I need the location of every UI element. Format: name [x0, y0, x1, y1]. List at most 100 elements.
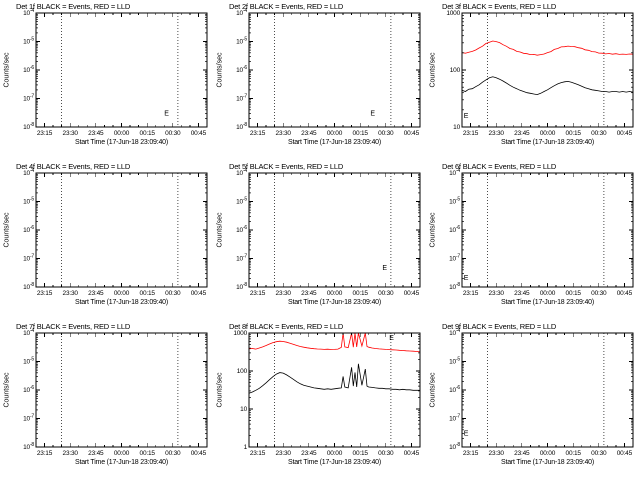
y-tick-label: 10-8: [23, 442, 34, 451]
y-tick-label: 10-5: [236, 197, 247, 206]
x-axis-label: Start Time (17-Jun-18 23:09:40): [287, 459, 382, 466]
x-tick-label: 00:45: [191, 290, 207, 297]
y-axis-label: Counts/sec: [429, 52, 437, 88]
plot-area-det-7f: 23:15 23:30 23:45 00:00 00:15 00:30 00:45 10-4 1…: [23, 328, 208, 457]
y-tick-label: 10-7: [449, 414, 460, 423]
x-tick-label: 23:45: [301, 130, 317, 137]
x-tick-label: 00:15: [140, 290, 156, 297]
series-events: [461, 76, 634, 96]
eclipse-marker: E: [464, 431, 469, 438]
x-tick-label: 00:00: [540, 130, 556, 137]
x-tick-label: 23:15: [37, 130, 53, 137]
series-events: [248, 363, 420, 394]
y-tick-label: 10-6: [449, 225, 460, 234]
x-tick-label: 23:30: [489, 450, 505, 457]
y-axis-label: Counts/sec: [429, 212, 437, 248]
eclipse-marker: E: [370, 111, 375, 118]
x-tick-label: 00:00: [327, 290, 343, 297]
x-tick-label: 00:15: [353, 290, 369, 297]
y-axis-label: Counts/sec: [3, 52, 11, 88]
x-tick-label: 00:15: [566, 450, 582, 457]
panel-title: Det 6f BLACK = Events, RED = LLD: [442, 162, 557, 171]
x-axis-label: Start Time (17-Jun-18 23:09:40): [500, 299, 595, 306]
x-tick-label: 00:00: [114, 130, 130, 137]
x-tick-label: 23:30: [489, 290, 505, 297]
x-axis-label: Start Time (17-Jun-18 23:09:40): [74, 139, 169, 146]
panel-title: Det 1f BLACK = Events, RED = LLD: [16, 2, 131, 11]
panel-det-3f: 23:15 23:30 23:45 00:00 00:15 00:30 00:45 1000 1…: [426, 0, 640, 160]
panel-title: Det 8f BLACK = Events, RED = LLD: [229, 322, 344, 331]
y-tick-label: 10-4: [236, 8, 247, 17]
x-tick-label: 23:30: [63, 290, 79, 297]
y-tick-label: 10: [240, 406, 247, 413]
y-tick-label: 10-5: [23, 197, 34, 206]
x-tick-label: 23:30: [276, 130, 292, 137]
x-tick-label: 00:00: [540, 290, 556, 297]
y-tick-label: 10-6: [449, 385, 460, 394]
y-tick-label: 10-7: [236, 254, 247, 263]
y-tick-label: 10-8: [236, 122, 247, 131]
eclipse-marker: E: [164, 111, 169, 118]
x-tick-label: 00:30: [591, 450, 607, 457]
y-tick-label: 1000: [233, 330, 247, 337]
panel-det-2f: 23:15 23:30 23:45 00:00 00:15 00:30 00:45 10-4 1…: [213, 0, 426, 160]
y-tick-label: 10-5: [449, 197, 460, 206]
panel-det-6f: 23:15 23:30 23:45 00:00 00:15 00:30 00:45 10-4 1…: [426, 160, 640, 320]
y-tick-label: 10-4: [449, 168, 460, 177]
y-tick-label: 10-8: [449, 282, 460, 291]
x-tick-label: 00:15: [353, 130, 369, 137]
y-tick-label: 10-8: [236, 282, 247, 291]
panel-title: Det 2f BLACK = Events, RED = LLD: [229, 2, 344, 11]
y-tick-label: 10-4: [449, 328, 460, 337]
x-tick-label: 23:15: [37, 450, 53, 457]
y-tick-label: 100: [237, 368, 248, 375]
y-tick-label: 10-6: [236, 65, 247, 74]
y-tick-label: 10-5: [236, 37, 247, 46]
plot-area-det-4f: 23:15 23:30 23:45 00:00 00:15 00:30 00:45 10-4 1…: [23, 168, 208, 297]
y-axis-label: Counts/sec: [216, 372, 224, 408]
x-tick-label: 23:45: [301, 450, 317, 457]
x-tick-label: 23:45: [88, 290, 104, 297]
x-tick-label: 00:30: [591, 130, 607, 137]
x-tick-label: 23:45: [88, 130, 104, 137]
x-tick-label: 00:00: [540, 450, 556, 457]
series-lld: [248, 332, 421, 353]
x-tick-label: 00:45: [404, 290, 420, 297]
x-tick-label: 00:00: [114, 450, 130, 457]
y-tick-label: 10-6: [236, 225, 247, 234]
x-tick-label: 23:30: [63, 130, 79, 137]
y-tick-label: 10-5: [449, 357, 460, 366]
y-tick-label: 1000: [446, 10, 460, 17]
x-tick-label: 00:30: [165, 130, 181, 137]
y-tick-label: 10-5: [23, 37, 34, 46]
x-tick-label: 00:45: [191, 130, 207, 137]
y-tick-label: 10-4: [23, 328, 34, 337]
panel-det-1f: 23:15 23:30 23:45 00:00 00:15 00:30 00:45 10-4 1…: [0, 0, 213, 160]
x-tick-label: 00:00: [114, 290, 130, 297]
y-tick-label: 10-4: [236, 168, 247, 177]
x-tick-label: 23:30: [489, 130, 505, 137]
plot-area-det-1f: 23:15 23:30 23:45 00:00 00:15 00:30 00:45 10-4 1…: [23, 8, 208, 137]
x-tick-label: 23:45: [88, 450, 104, 457]
x-tick-label: 00:45: [617, 130, 633, 137]
y-tick-label: 10-5: [23, 357, 34, 366]
y-axis-label: Counts/sec: [3, 212, 11, 248]
x-tick-label: 00:45: [191, 450, 207, 457]
panel-det-5f: 23:15 23:30 23:45 00:00 00:15 00:30 00:45 10-4 1…: [213, 160, 426, 320]
x-tick-label: 23:15: [463, 450, 479, 457]
y-axis-label: Counts/sec: [216, 52, 224, 88]
panel-det-8f: 23:15 23:30 23:45 00:00 00:15 00:30 00:45 1000 1…: [213, 320, 426, 480]
y-tick-label: 10-7: [23, 94, 34, 103]
x-tick-label: 23:45: [514, 450, 530, 457]
y-tick-label: 10-4: [23, 8, 34, 17]
x-axis-label: Start Time (17-Jun-18 23:09:40): [500, 139, 595, 146]
eclipse-marker: E: [464, 275, 469, 282]
x-tick-label: 00:30: [378, 130, 394, 137]
x-tick-label: 23:30: [276, 450, 292, 457]
x-tick-label: 23:45: [301, 290, 317, 297]
y-tick-label: 10-8: [449, 442, 460, 451]
x-tick-label: 00:30: [165, 290, 181, 297]
y-tick-label: 10-8: [23, 282, 34, 291]
x-tick-label: 00:15: [353, 450, 369, 457]
